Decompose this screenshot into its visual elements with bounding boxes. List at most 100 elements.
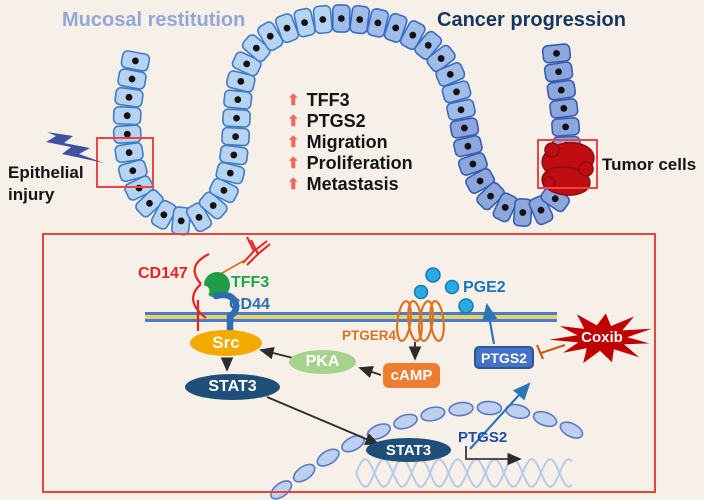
- epithelial-cell: [366, 8, 390, 38]
- cd147-label: CD147: [138, 265, 188, 282]
- cell-nucleus: [319, 16, 327, 23]
- arrow-stat3-to-nucleus: [266, 396, 380, 445]
- injury-highlight-rect: [96, 137, 154, 188]
- tumor-cells-label: Tumor cells: [602, 155, 697, 174]
- epithelial-cell: [117, 68, 147, 90]
- cell-nucleus: [469, 160, 477, 168]
- epithelial-cell: [426, 44, 456, 73]
- cell-nucleus: [519, 209, 527, 216]
- epithelial-cell: [274, 13, 300, 44]
- arrow-camp-to-pka: [358, 366, 382, 378]
- epithelial-cell: [449, 117, 480, 139]
- nuclear-envelope-bead: [559, 421, 584, 439]
- coxib-label: Coxib: [581, 329, 623, 346]
- cell-nucleus: [237, 78, 245, 85]
- cell-nucleus: [409, 31, 417, 39]
- coxib-inhibition-tee: [535, 343, 566, 360]
- epithelial-cell: [476, 181, 505, 211]
- upregulated-item-label: PTGS2: [306, 111, 366, 131]
- transcription-arrow: [465, 446, 522, 466]
- nuclear-envelope-bead: [393, 413, 418, 430]
- epithelial-cell: [512, 197, 533, 228]
- epithelial-cell: [112, 106, 142, 126]
- cd44-label: CD44: [229, 296, 270, 313]
- epithelial-cell: [223, 89, 253, 110]
- epithelial-cell: [492, 192, 518, 223]
- cell-nucleus: [243, 60, 251, 68]
- cell-nucleus: [446, 71, 454, 78]
- cell-nucleus: [553, 50, 560, 57]
- epithelial-cell: [150, 199, 177, 230]
- pka-node: PKA: [289, 350, 356, 374]
- cell-nucleus: [453, 88, 460, 96]
- cell-nucleus: [437, 55, 445, 62]
- upregulated-list: ⬆ TFF3 ⬆ PTGS2 ⬆ Migration ⬆ Proliferati…: [287, 90, 413, 195]
- epithelial-cell: [198, 191, 228, 220]
- epithelial-cell: [543, 61, 574, 83]
- cell-nucleus: [233, 114, 240, 122]
- epithelial-cell: [453, 135, 483, 158]
- epithelium-cells: [112, 4, 581, 236]
- cd147-receptor-shape: [192, 253, 210, 331]
- epithelial-cell: [549, 98, 579, 119]
- up-arrow-icon: ⬆: [287, 113, 300, 130]
- epithelial-cell: [117, 159, 148, 183]
- cell-nucleus: [125, 93, 133, 101]
- epithelial-cell: [312, 4, 333, 35]
- epithelial-cell: [441, 80, 472, 104]
- tff3-protein-shape: [198, 272, 230, 298]
- ptger4-label: PTGER4: [342, 328, 397, 343]
- cell-nucleus: [537, 206, 545, 214]
- cell-nucleus: [301, 19, 309, 27]
- stat3-nucleus-node: STAT3: [366, 438, 451, 462]
- cell-nucleus: [226, 169, 234, 177]
- cell-nucleus: [209, 202, 217, 209]
- epithelial-cell: [241, 34, 271, 63]
- injury-line1: Epithelial: [8, 163, 84, 182]
- epithelial-cell: [225, 70, 256, 93]
- upregulated-item-label: TFF3: [306, 90, 350, 110]
- cell-nucleus: [356, 16, 364, 24]
- cell-nucleus: [551, 195, 559, 203]
- cell-nucleus: [501, 203, 509, 211]
- title-cancer-progression: Cancer progression: [437, 9, 626, 31]
- cell-nucleus: [555, 68, 562, 76]
- list-item: ⬆ TFF3: [287, 90, 413, 111]
- epithelial-cell: [219, 144, 249, 166]
- epithelial-cell: [135, 189, 164, 218]
- nuclear-envelope-bead: [476, 400, 503, 416]
- epithelial-cell: [435, 62, 466, 87]
- nuclear-envelope-bead: [532, 410, 558, 428]
- tff3-label: TFF3: [231, 274, 270, 291]
- cell-nucleus: [128, 75, 136, 83]
- epithelial-cell: [215, 161, 246, 185]
- cell-nucleus: [230, 151, 238, 159]
- pge2-label: PGE2: [463, 279, 506, 296]
- cell-nucleus: [195, 213, 203, 221]
- nuclear-envelope-bead: [270, 480, 293, 500]
- cell-nucleus: [487, 192, 495, 200]
- epithelial-cell: [541, 43, 572, 64]
- src-node: Src: [190, 330, 262, 356]
- ptger4-receptor-shape: [396, 299, 445, 343]
- epithelial-cell: [120, 50, 151, 72]
- cell-nucleus: [460, 124, 468, 132]
- signal-arrows: [220, 342, 422, 445]
- cell-nucleus: [129, 167, 137, 175]
- list-item: ⬆ Proliferation: [287, 153, 413, 174]
- cell-nucleus: [464, 142, 472, 150]
- dna-helix: [355, 457, 573, 489]
- epithelial-cell: [208, 177, 239, 204]
- nuclear-envelope-bead: [448, 401, 474, 417]
- cell-nucleus: [392, 24, 400, 32]
- cd44-receptor-shape: [212, 291, 240, 338]
- epithelial-cell: [257, 21, 284, 52]
- epithelial-cell: [114, 86, 144, 108]
- injury-line2: injury: [8, 184, 55, 204]
- epithelial-cell: [293, 7, 316, 38]
- cell-nucleus: [560, 105, 568, 112]
- cell-nucleus: [337, 15, 345, 22]
- epithelial-cell: [222, 108, 251, 128]
